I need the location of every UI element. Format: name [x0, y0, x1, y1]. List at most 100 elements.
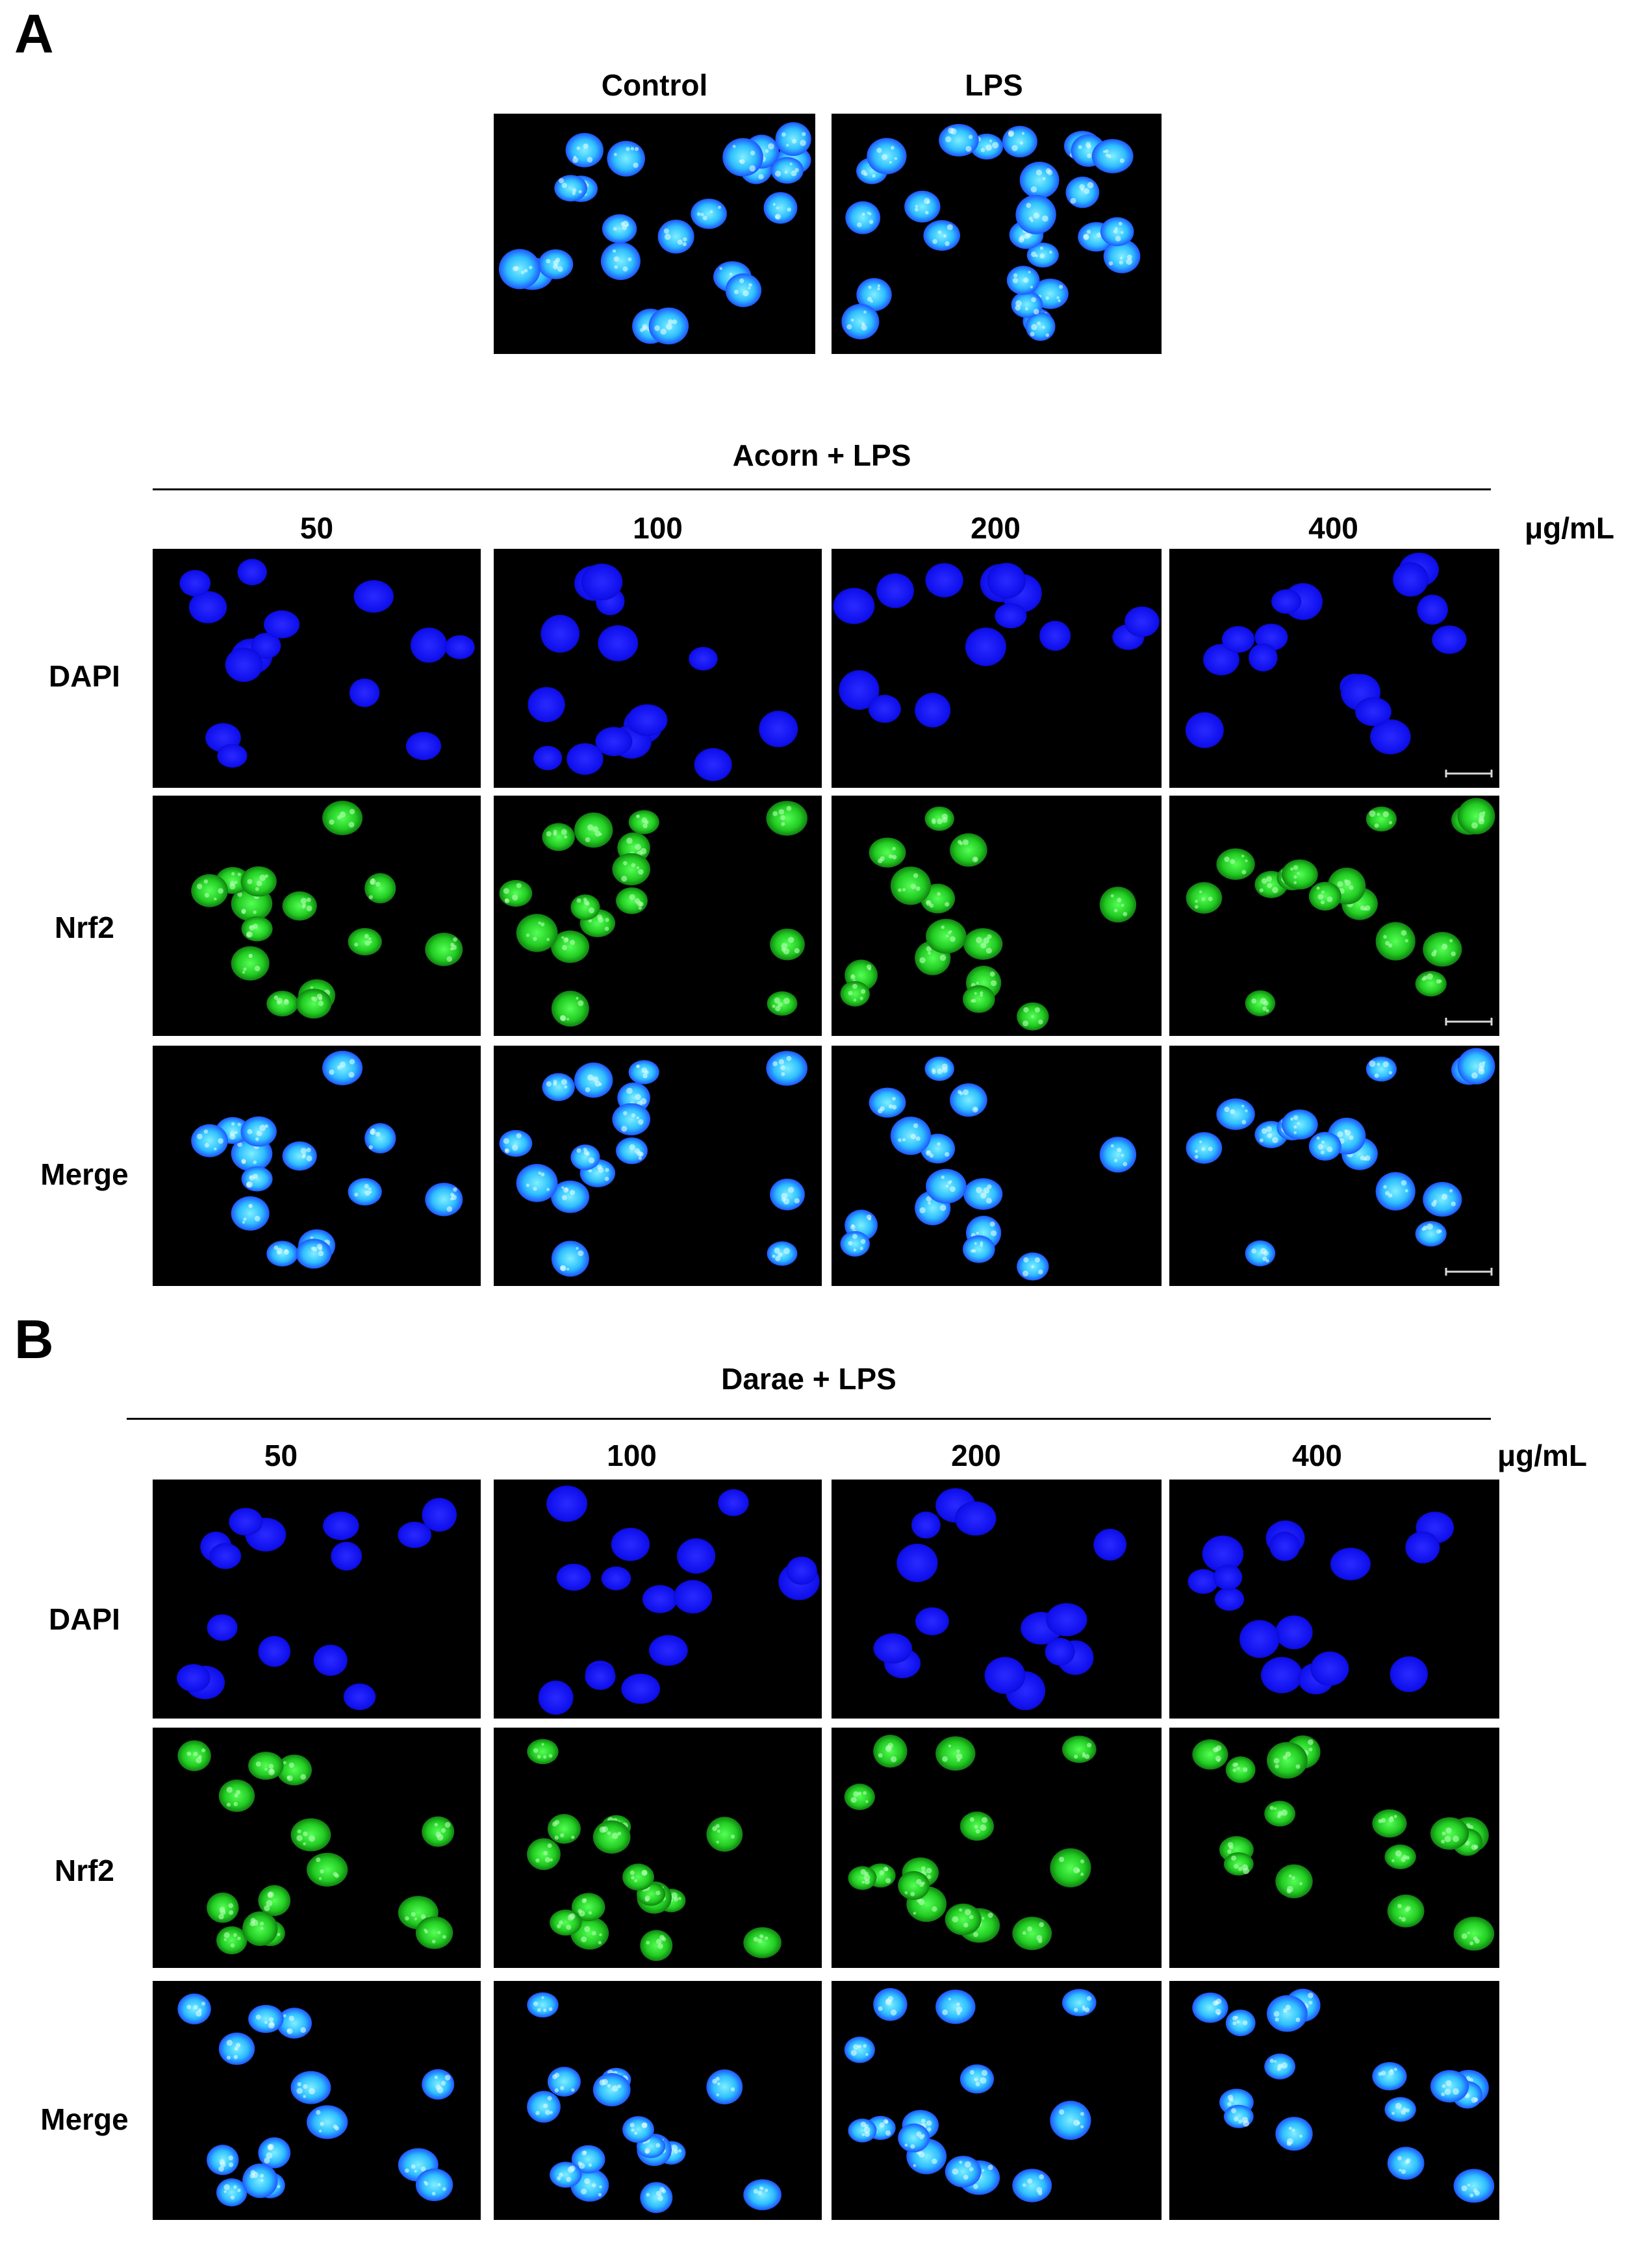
nucleus-speckle [1399, 2169, 1402, 2172]
nucleus-speckle [879, 1870, 885, 1876]
nucleus-speckle [555, 257, 561, 262]
nucleus-speckle [1436, 1229, 1441, 1234]
nucleus [248, 2004, 284, 2034]
nucleus-speckle [1395, 2102, 1402, 2110]
nucleus-speckle [637, 869, 644, 875]
nucleus [607, 140, 645, 177]
nucleus-speckle [286, 1775, 293, 1782]
nucleus-speckle [197, 1133, 203, 1140]
darae-merge-tile-2 [494, 1981, 822, 2220]
nucleus-speckle [859, 1246, 863, 1250]
nucleus-speckle [578, 1250, 584, 1257]
nucleus-speckle [546, 1188, 550, 1191]
nucleus-speckle [1241, 1104, 1245, 1108]
nucleus-speckle [1018, 236, 1024, 243]
nucleus-speckle [1442, 943, 1448, 950]
nucleus [551, 930, 590, 963]
nucleus-speckle [880, 856, 885, 861]
nucleus-speckle [1020, 141, 1024, 145]
nucleus-speckle [302, 903, 306, 907]
nucleus-speckle [1195, 900, 1199, 903]
nucleus-speckle [715, 2076, 720, 2081]
nucleus-speckle [550, 2111, 553, 2114]
nucleus-speckle [214, 1147, 217, 1151]
nucleus-speckle [882, 154, 888, 160]
nucleus-speckle [1212, 1747, 1218, 1753]
nucleus-speckle [223, 2190, 227, 2193]
nucleus [642, 1585, 678, 1613]
control-image [498, 122, 811, 345]
nucleus-speckle [605, 918, 609, 922]
nucleus-speckle [1201, 897, 1206, 901]
nucleus-speckle [1317, 894, 1324, 900]
nucleus-speckle [1080, 2125, 1084, 2129]
nucleus-speckle [913, 1911, 917, 1915]
nucleus [718, 1489, 749, 1517]
nucleus-speckle [1034, 1257, 1040, 1263]
acorn-nrf2-tile-4 [1169, 796, 1499, 1036]
panel-b-letter: B [14, 1309, 54, 1370]
nucleus [984, 1657, 1026, 1695]
nucleus-speckle [249, 1175, 255, 1181]
nucleus-speckle [544, 1857, 550, 1863]
acorn-nrf2-tile-1 [153, 796, 481, 1036]
nucleus-speckle [1243, 2020, 1248, 2026]
nucleus-speckle [405, 2168, 409, 2173]
nucleus-speckle [1471, 822, 1478, 829]
nucleus [689, 647, 718, 671]
nucleus-speckle [570, 1190, 576, 1195]
nucleus-speckle [1241, 854, 1245, 858]
nucleus-speckle [237, 892, 242, 897]
nucleus-speckle [424, 1928, 427, 1932]
nucleus [527, 1739, 559, 1765]
nucleus-speckle [636, 1065, 639, 1068]
nucleus-speckle [248, 953, 253, 959]
nucleus-speckle [757, 1938, 763, 1943]
nucleus-speckle [952, 2168, 959, 2175]
nucleus-speckle [1058, 2109, 1065, 2115]
nucleus-speckle [932, 1070, 936, 1074]
nucleus [499, 879, 533, 907]
nucleus-speckle [952, 1916, 959, 1923]
nucleus-speckle [772, 203, 776, 206]
nucleus-speckle [1119, 257, 1123, 260]
acorn-row-merge: Merge [40, 1157, 129, 1191]
nucleus-speckle [1028, 216, 1033, 221]
nucleus-speckle [1110, 894, 1114, 898]
nucleus-speckle [607, 1831, 611, 1835]
acorn-dapi-image-4 [1185, 552, 1493, 777]
nucleus-speckle [926, 2120, 932, 2126]
nucleus-speckle [626, 1087, 633, 1094]
nucleus-speckle [973, 1932, 978, 1937]
nucleus-speckle [554, 1835, 559, 1840]
nucleus [1281, 859, 1318, 890]
nucleus-speckle [561, 183, 567, 188]
nucleus-speckle [1391, 2111, 1395, 2115]
nucleus [856, 278, 892, 312]
nucleus-speckle [1369, 810, 1376, 817]
nucleus-speckle [637, 1119, 644, 1125]
nucleus-speckle [937, 1142, 941, 1146]
nucleus-speckle [1401, 2110, 1406, 2115]
nucleus [677, 1538, 716, 1574]
nucleus-speckle [783, 998, 790, 1005]
nucleus [743, 1927, 781, 1958]
nucleus-speckle [748, 286, 751, 290]
nucleus-speckle [1033, 309, 1039, 315]
nucleus-speckle [1027, 2178, 1032, 2184]
nucleus-speckle [277, 2185, 281, 2189]
nucleus-speckle [963, 1922, 969, 1928]
nucleus-speckle [850, 1796, 857, 1803]
nucleus-speckle [604, 1176, 609, 1181]
nucleus [231, 946, 270, 981]
nucleus [1423, 931, 1462, 967]
nucleus-speckle [1427, 1223, 1433, 1230]
nucleus-speckle [1038, 1269, 1043, 1275]
nucleus-speckle [329, 1069, 335, 1075]
nucleus [1267, 1995, 1308, 2032]
nucleus-speckle [892, 1096, 896, 1101]
nucleus-speckle [613, 256, 620, 262]
nucleus-speckle [306, 898, 311, 902]
nucleus-speckle [348, 1072, 355, 1078]
nucleus-speckle [980, 991, 984, 995]
